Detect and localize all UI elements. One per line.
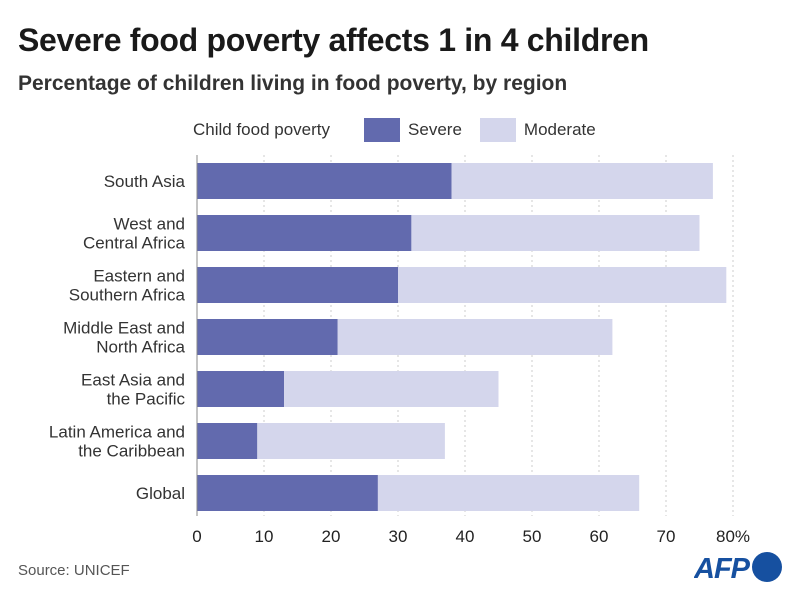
- category-label: Global: [136, 484, 185, 503]
- source-note: Source: UNICEF: [18, 562, 130, 579]
- afp-logo: AFP: [693, 550, 784, 589]
- x-tick-label: 20: [322, 527, 341, 546]
- bar-severe: [197, 371, 285, 407]
- legend-title: Child food poverty: [193, 120, 331, 139]
- bar-moderate: [284, 371, 499, 407]
- category-label: Central Africa: [83, 234, 186, 253]
- category-label: Southern Africa: [69, 286, 186, 305]
- category-label: Latin America and: [49, 423, 185, 442]
- bar-moderate: [451, 163, 713, 199]
- bar-moderate: [337, 319, 613, 355]
- x-tick-label: 70: [657, 527, 676, 546]
- category-label: Eastern and: [93, 267, 185, 286]
- category-label: the Pacific: [107, 390, 186, 409]
- legend-label-severe: Severe: [408, 120, 462, 139]
- bar-severe: [197, 475, 378, 511]
- category-label: East Asia and: [81, 371, 185, 390]
- x-tick-label: 80%: [716, 527, 750, 546]
- x-tick-label: 60: [590, 527, 609, 546]
- x-tick-label: 40: [456, 527, 475, 546]
- category-label: Middle East and: [63, 319, 185, 338]
- category-label: West and: [113, 215, 185, 234]
- bar-severe: [197, 163, 452, 199]
- legend: Child food poverty Severe Moderate: [193, 118, 596, 142]
- category-label: South Asia: [104, 172, 186, 191]
- bar-moderate: [411, 215, 700, 251]
- x-tick-label: 0: [192, 527, 201, 546]
- x-tick-label: 10: [255, 527, 274, 546]
- bar-severe: [197, 215, 412, 251]
- x-tick-label: 50: [523, 527, 542, 546]
- legend-swatch-moderate: [479, 118, 516, 142]
- svg-text:AFP: AFP: [694, 553, 751, 584]
- legend-swatch-severe: [364, 118, 401, 142]
- bar-moderate: [377, 475, 640, 511]
- category-label: North Africa: [96, 338, 185, 357]
- bar-severe: [197, 423, 258, 459]
- bar-moderate: [398, 267, 727, 303]
- bar-severe: [197, 319, 338, 355]
- legend-label-moderate: Moderate: [523, 120, 596, 139]
- x-tick-label: 30: [389, 527, 408, 546]
- chart-title: Severe food poverty affects 1 in 4 child…: [18, 22, 649, 58]
- bar-moderate: [257, 423, 445, 459]
- category-label: the Caribbean: [78, 442, 185, 461]
- bar-severe: [197, 267, 398, 303]
- chart-subtitle: Percentage of children living in food po…: [18, 72, 568, 95]
